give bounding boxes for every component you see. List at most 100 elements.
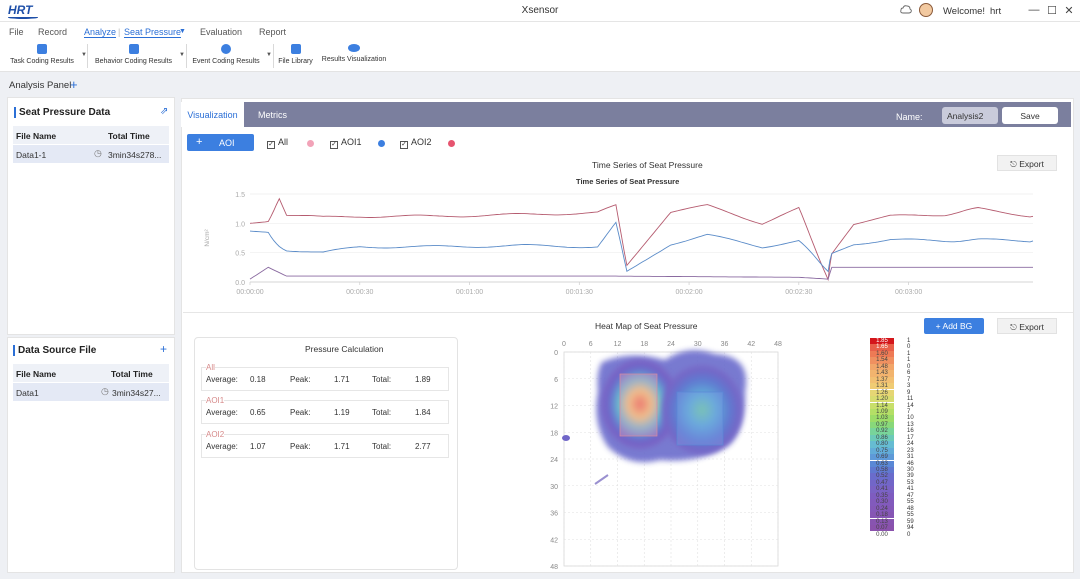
x-tick-label: 00:02:00 [675, 289, 702, 296]
aoi-button-label: AOI [219, 138, 235, 148]
peak-label: Peak: [290, 442, 311, 451]
filter-aoi1-checkbox[interactable]: ✓ AOI1 [330, 137, 362, 149]
legend-count: 48 [907, 505, 914, 512]
legend-row: 0.24 48 [870, 505, 930, 513]
legend-value: 0.30 [870, 499, 894, 506]
filter-aoi2-checkbox[interactable]: ✓ AOI2 [400, 137, 432, 149]
table-header: File Name Total Time [13, 126, 169, 144]
y-tick-label: 12 [550, 404, 558, 411]
legend-count: 30 [907, 467, 914, 473]
toolbar-divider [186, 44, 187, 68]
legend-value: 0.13 [870, 518, 894, 525]
name-input[interactable]: Analysis2 [942, 107, 998, 124]
export-link-icon[interactable]: ⇗ [160, 106, 169, 117]
legend-count: 31 [907, 454, 914, 461]
legend-row: 0.97 13 [870, 421, 930, 429]
add-bg-button[interactable]: + Add BG [924, 318, 984, 334]
heatmap-chart: 00 6 6 12 12 18 18 24 24 30 30 36 36 42 42 48 48 [550, 341, 782, 571]
x-tick-label: 00:01:00 [456, 289, 483, 296]
legend-row: 1.43 6 [870, 370, 930, 377]
export-label: Export [1019, 159, 1044, 169]
filter-aoi1-label: AOI1 [341, 137, 362, 147]
x-tick-label: 00:03:00 [895, 289, 922, 296]
x-tick-label: 18 [640, 341, 648, 348]
legend-count: 94 [907, 525, 914, 532]
aoi1-color-dot [378, 140, 385, 147]
menu-record[interactable]: Record [38, 27, 68, 37]
peak-value: 1.71 [334, 442, 350, 451]
aoi-button[interactable]: + AOI [187, 134, 254, 151]
menu-seat-pressure[interactable]: Seat Pressure [124, 27, 182, 38]
average-value: 0.18 [250, 375, 266, 384]
peak-value: 1.19 [334, 408, 350, 417]
filter-all-checkbox[interactable]: ✓ All [267, 137, 288, 149]
chevron-down-icon[interactable]: ▼ [266, 52, 272, 58]
legend-count: 6 [907, 370, 911, 377]
table-row[interactable]: Data1 ◷ 3min34s27... [13, 383, 169, 401]
add-analysis-icon[interactable]: + [70, 77, 78, 92]
minimize-icon[interactable]: — [1028, 4, 1040, 16]
event-coding-results-button[interactable]: Event Coding Results [190, 44, 262, 65]
legend-value: 0.75 [870, 447, 894, 454]
series-line [249, 266, 1033, 280]
col-file-name: File Name [16, 131, 57, 141]
task-coding-results-button[interactable]: Task Coding Results [8, 44, 76, 65]
close-icon[interactable]: ✕ [1064, 5, 1074, 17]
menu-analyze[interactable]: Analyze [84, 27, 117, 38]
menu-file[interactable]: File [9, 27, 24, 37]
legend-row: 1.37 7 [870, 376, 930, 384]
legend-row: 0.47 53 [870, 479, 930, 487]
legend-count: 59 [907, 518, 914, 525]
total-time: 3min34s27... [112, 388, 161, 398]
results-visualization-button[interactable]: Results Visualization [320, 44, 388, 63]
legend-value: 1.54 [870, 357, 894, 364]
all-color-dot [307, 140, 314, 147]
export-timeseries-button[interactable]: ⎋ Export [997, 155, 1057, 171]
document-icon [37, 44, 47, 54]
legend-row: 1.60 1 [870, 350, 930, 358]
x-tick-label: 00:02:30 [785, 289, 812, 296]
legend-count: 1 [907, 350, 911, 357]
chevron-down-icon[interactable]: ▼ [179, 52, 185, 58]
results-visualization-label: Results Visualization [321, 56, 387, 63]
tab-bar [181, 102, 1071, 127]
behavior-coding-results-button[interactable]: Behavior Coding Results [92, 44, 175, 65]
legend-row: 0.58 30 [870, 467, 930, 474]
file-library-button[interactable]: File Library [276, 44, 315, 65]
legend-row: 1.09 7 [870, 408, 930, 416]
average-value: 0.65 [250, 408, 266, 417]
legend-value: 0.35 [870, 492, 894, 500]
menu-report[interactable]: Report [259, 27, 287, 37]
maximize-icon[interactable]: ☐ [1047, 5, 1057, 17]
welcome-text: Welcome! [943, 6, 986, 17]
legend-count: 17 [907, 434, 914, 441]
legend-value: 1.85 [870, 338, 894, 345]
chevron-down-icon[interactable]: ▼ [179, 28, 186, 35]
legend-row: 1.26 9 [870, 389, 930, 396]
add-file-icon[interactable]: + [160, 342, 168, 356]
table-row[interactable]: Data1-1 ◷ 3min34s278... [13, 145, 169, 163]
cloud-icon[interactable] [900, 5, 912, 14]
tab-metrics[interactable]: Metrics [258, 110, 287, 120]
chevron-down-icon[interactable]: ▼ [81, 52, 87, 58]
menu-evaluation[interactable]: Evaluation [200, 27, 243, 37]
legend-value: 1.65 [870, 344, 894, 351]
export-icon: ⎋ [1010, 159, 1020, 169]
legend-value: 0.41 [870, 486, 894, 493]
legend-value: 1.37 [870, 376, 894, 384]
total-value: 2.77 [415, 442, 431, 451]
calc-group [201, 434, 449, 458]
export-heatmap-button[interactable]: ⎋ Export [997, 318, 1057, 334]
legend-count: 14 [907, 402, 914, 409]
legend-row: 1.48 0 [870, 363, 930, 371]
tab-visualization[interactable]: Visualization [181, 102, 244, 127]
legend-row: 0.52 39 [870, 473, 930, 480]
legend-count: 11 [907, 396, 914, 403]
average-label: Average: [206, 442, 238, 451]
user-name: hrt [990, 6, 1002, 17]
task-coding-results-label: Task Coding Results [10, 58, 74, 65]
total-value: 1.84 [415, 408, 431, 417]
clock-icon: ◷ [101, 386, 109, 396]
avatar[interactable] [919, 3, 933, 17]
save-button[interactable]: Save [1002, 107, 1058, 124]
